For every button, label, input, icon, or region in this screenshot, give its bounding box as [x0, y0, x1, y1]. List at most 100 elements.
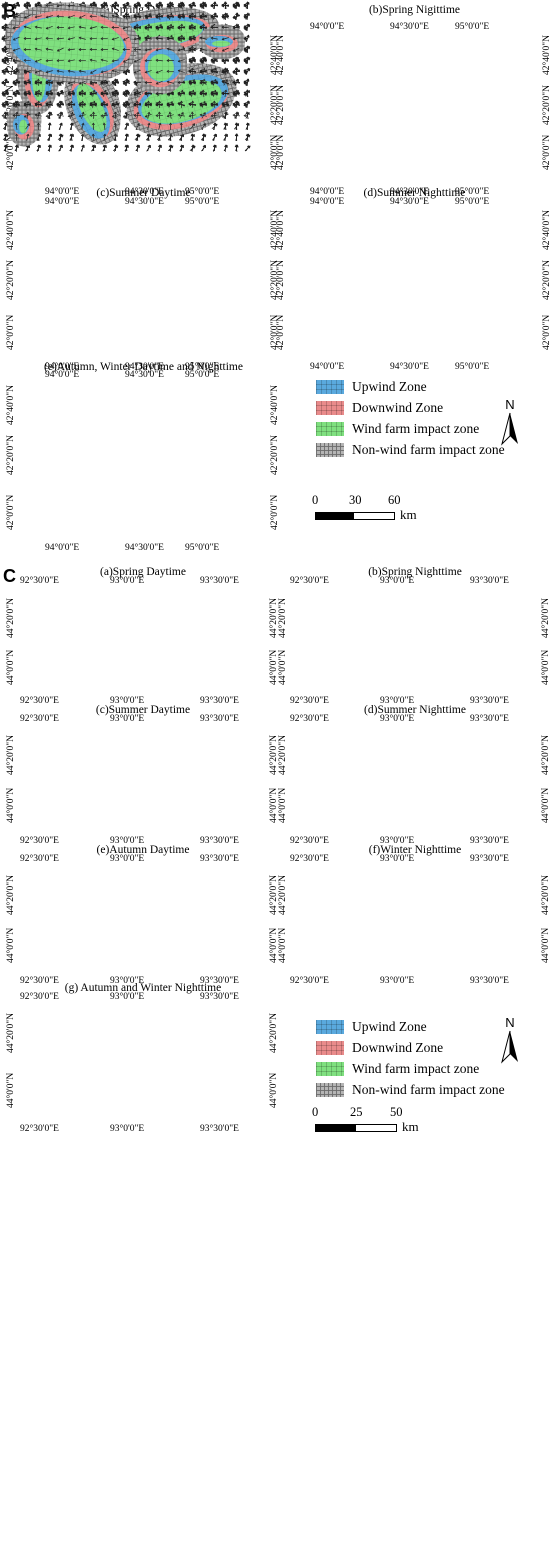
section-c-panel-3-map: [0, 2, 250, 1209]
x-axis-label-bottom: 94°30'0"E: [125, 362, 164, 372]
x-axis-label-top: 94°0'0"E: [45, 197, 80, 207]
wind-vector-arrow: [210, 80, 218, 85]
y-axis-label-left: 42°20'0"N: [276, 85, 286, 125]
wind-vector-arrow: [244, 48, 248, 52]
wind-vector-arrow: [232, 3, 240, 8]
wind-vector-arrow: [243, 37, 248, 41]
wind-vector-arrow: [36, 144, 41, 152]
wind-vector-arrow: [189, 3, 196, 8]
wind-vector-arrow: [199, 3, 207, 7]
wind-vector-arrow: [59, 122, 63, 130]
wind-vector-arrow: [232, 113, 240, 117]
wind-vector-arrow: [122, 81, 130, 85]
wind-vector-arrow: [133, 91, 141, 96]
x-axis-label-top: 93°30'0"E: [470, 576, 509, 586]
wind-vector-arrow: [45, 114, 53, 118]
wind-vector-arrow: [243, 26, 248, 30]
wind-vector-arrow: [210, 114, 218, 118]
x-axis-label-bottom: 94°0'0"E: [45, 187, 80, 197]
wind-vector-arrow: [177, 91, 185, 96]
y-axis-label-right: 44°20'0"N: [541, 735, 550, 775]
wind-vector-arrow: [199, 102, 207, 106]
x-axis-label-bottom: 93°0'0"E: [110, 1124, 145, 1134]
x-axis-label-bottom: 93°0'0"E: [380, 976, 415, 986]
wind-vector-arrow: [177, 36, 185, 40]
x-axis-label-top: 94°30'0"E: [125, 370, 164, 380]
wind-vector-arrow: [124, 133, 129, 141]
wind-vector-arrow: [111, 81, 119, 85]
wind-vector-arrow: [34, 102, 42, 106]
wind-vector-arrow: [144, 4, 152, 8]
panel-title: (c)Summer Daytime: [96, 187, 191, 199]
wind-vector-arrow: [81, 133, 85, 141]
wind-vector-arrow: [91, 145, 96, 152]
wind-vector-arrow: [122, 91, 130, 95]
y-axis-label-left: 42°0'0"N: [6, 314, 16, 350]
wind-vector-arrow: [232, 80, 240, 84]
scale-c-tick-0: 0: [312, 1105, 319, 1119]
wind-vector-arrow: [199, 81, 207, 85]
wind-vector-arrow: [58, 133, 62, 141]
wind-vector-arrow: [78, 102, 86, 107]
section-c-panel-2-map: [0, 2, 250, 1099]
y-axis-label-right: 44°0'0"N: [541, 927, 550, 963]
x-axis-label-bottom: 94°30'0"E: [125, 187, 164, 197]
wind-vector-arrow: [199, 26, 207, 30]
x-axis-label-top: 94°30'0"E: [390, 22, 429, 32]
wind-vector-arrow: [179, 144, 184, 152]
wind-vector-arrow: [12, 4, 20, 8]
wind-vector-arrow: [1, 69, 9, 73]
wind-vector-arrow: [210, 91, 218, 96]
wind-vector-arrow: [188, 37, 196, 41]
scale-b-tick-1: 30: [349, 493, 362, 507]
wind-vector-arrow: [221, 91, 229, 95]
wind-vector-arrow: [213, 144, 217, 152]
wind-vector-arrow: [47, 144, 51, 152]
wind-vector-arrow: [89, 3, 97, 7]
y-axis-label-right: 42°40'0"N: [270, 385, 280, 425]
wind-vector-arrow: [232, 102, 240, 106]
y-axis-label-right: 42°20'0"N: [542, 85, 550, 125]
y-axis-label-left: 44°0'0"N: [278, 787, 288, 823]
x-axis-label-top: 93°0'0"E: [110, 714, 145, 724]
wind-vector-arrow: [144, 14, 152, 19]
y-axis-label-left: 42°20'0"N: [276, 260, 286, 300]
wind-vector-arrow: [177, 15, 185, 19]
wind-vector-arrow: [155, 114, 163, 118]
wind-vector-arrow: [233, 14, 240, 19]
wind-vector-arrow: [177, 48, 185, 52]
legend-b-nonimpact-swatch: [316, 443, 344, 457]
wind-vector-arrow: [199, 70, 207, 74]
scale-bar-c: 0 25 50 km: [312, 1106, 442, 1138]
wind-vector-arrow: [48, 122, 52, 130]
wind-vector-arrow: [155, 4, 163, 8]
wind-vector-arrow: [114, 144, 118, 152]
x-axis-label-bottom: 93°30'0"E: [470, 976, 509, 986]
scale-c-bar-black: [315, 1124, 355, 1132]
scale-c-bar-white: [355, 1124, 397, 1132]
wind-vector-arrow: [23, 4, 31, 7]
section-c-label: C: [3, 566, 16, 586]
wind-vector-arrow: [144, 113, 152, 118]
y-axis-label-right: 42°0'0"N: [542, 314, 550, 350]
wind-vector-arrow: [213, 122, 217, 130]
wind-vector-arrow: [232, 25, 240, 29]
wind-vector-arrow: [70, 144, 74, 152]
x-axis-label-top: 93°0'0"E: [110, 992, 145, 1002]
wind-vector-arrow: [199, 15, 207, 19]
wind-vector-arrow: [135, 133, 140, 141]
wind-vector-arrow: [24, 91, 31, 96]
scale-b-tick-0: 0: [312, 493, 319, 507]
legend-b-impact-label: Wind farm impact zone: [352, 421, 480, 436]
y-axis-label-left: 42°20'0"N: [6, 435, 16, 475]
wind-vector-arrow: [133, 113, 141, 117]
wind-vector-arrow: [210, 4, 218, 8]
north-arrow-icon: [501, 412, 518, 446]
legend-c-upwind-label: Upwind Zone: [352, 1019, 427, 1034]
y-axis-label-left: 44°20'0"N: [278, 875, 288, 915]
legend-b-upwind-label: Upwind Zone: [352, 379, 427, 394]
legend-b-downwind-label: Downwind Zone: [352, 400, 444, 415]
wind-vector-arrow: [122, 15, 130, 19]
legend-c-nonimpact-swatch: [316, 1083, 344, 1097]
wind-vector-arrow: [191, 144, 195, 152]
